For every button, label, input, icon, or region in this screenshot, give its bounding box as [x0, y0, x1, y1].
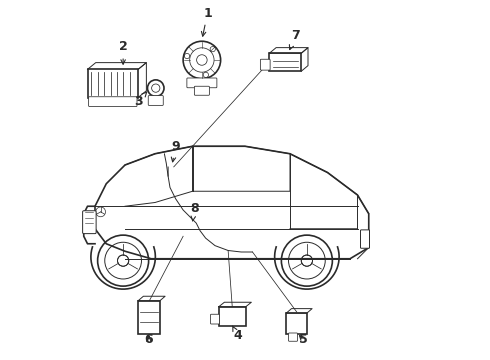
FancyBboxPatch shape [286, 313, 307, 334]
FancyBboxPatch shape [289, 333, 297, 341]
FancyBboxPatch shape [219, 307, 246, 326]
FancyBboxPatch shape [270, 53, 301, 71]
Text: 3: 3 [134, 92, 147, 108]
FancyBboxPatch shape [211, 314, 220, 324]
Text: 4: 4 [233, 326, 242, 342]
FancyBboxPatch shape [361, 230, 369, 248]
Text: 8: 8 [190, 202, 198, 221]
Text: 7: 7 [290, 29, 300, 50]
Text: 1: 1 [201, 6, 212, 36]
FancyBboxPatch shape [195, 86, 209, 95]
FancyBboxPatch shape [138, 301, 160, 334]
FancyBboxPatch shape [148, 96, 163, 105]
Text: 2: 2 [119, 40, 127, 64]
FancyBboxPatch shape [83, 211, 96, 234]
Text: 9: 9 [172, 140, 180, 162]
FancyBboxPatch shape [88, 69, 138, 98]
FancyBboxPatch shape [89, 97, 137, 107]
FancyBboxPatch shape [187, 78, 217, 88]
Text: 6: 6 [145, 333, 153, 346]
Text: 5: 5 [299, 333, 308, 346]
FancyBboxPatch shape [260, 59, 270, 70]
